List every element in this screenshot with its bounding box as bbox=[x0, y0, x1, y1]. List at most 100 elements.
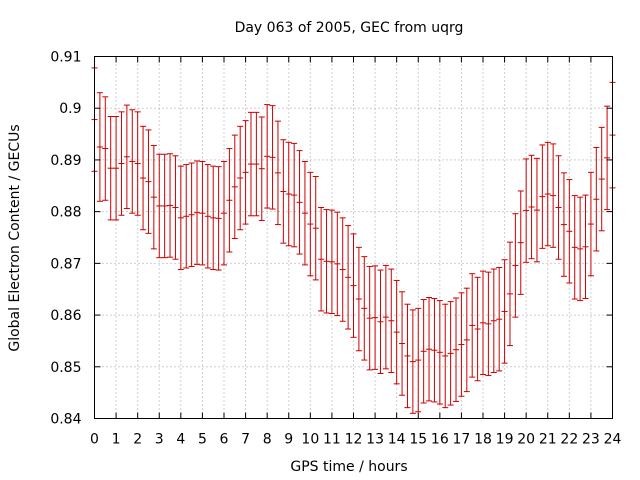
data-point bbox=[506, 241, 513, 347]
data-point bbox=[463, 287, 470, 393]
data-point bbox=[280, 139, 287, 244]
data-point bbox=[96, 92, 103, 202]
y-tick-label: 0.85 bbox=[50, 360, 81, 376]
data-point bbox=[550, 143, 557, 248]
data-point bbox=[593, 147, 600, 252]
y-tick-label: 0.84 bbox=[50, 412, 81, 428]
y-tick-label: 0.86 bbox=[50, 308, 81, 324]
x-tick-label: 9 bbox=[284, 432, 293, 448]
y-tick-label: 0.88 bbox=[50, 205, 81, 221]
x-tick-label: 3 bbox=[155, 432, 164, 448]
data-point bbox=[501, 259, 508, 364]
data-point bbox=[140, 125, 147, 231]
x-tick-label: 16 bbox=[431, 432, 449, 448]
data-point bbox=[210, 165, 217, 271]
data-point bbox=[323, 209, 330, 314]
x-tick-label: 2 bbox=[133, 432, 142, 448]
data-point bbox=[269, 105, 276, 210]
data-point bbox=[291, 142, 298, 248]
data-point bbox=[523, 158, 530, 263]
data-point bbox=[382, 264, 389, 370]
data-point bbox=[150, 144, 157, 250]
data-point bbox=[453, 297, 460, 402]
data-point bbox=[188, 162, 195, 267]
data-point bbox=[134, 111, 141, 216]
data-point bbox=[415, 307, 422, 413]
data-point bbox=[431, 298, 438, 403]
x-tick-label: 5 bbox=[198, 432, 207, 448]
data-point bbox=[199, 160, 206, 266]
x-tick-label: 22 bbox=[560, 432, 578, 448]
y-axis-label: Global Electron Content / GECUs bbox=[7, 124, 23, 351]
y-tick-label: 0.87 bbox=[50, 256, 81, 272]
x-tick-label: 11 bbox=[323, 432, 341, 448]
data-point bbox=[485, 271, 492, 377]
data-point bbox=[161, 153, 168, 259]
data-point bbox=[474, 276, 481, 382]
data-point bbox=[194, 160, 201, 265]
data-point bbox=[404, 303, 411, 409]
x-tick-label: 23 bbox=[582, 432, 600, 448]
data-point bbox=[582, 194, 589, 300]
y-tick-label: 0.9 bbox=[59, 101, 81, 117]
data-point bbox=[372, 265, 379, 370]
data-point bbox=[328, 209, 335, 315]
data-point bbox=[447, 301, 454, 406]
data-point bbox=[312, 175, 319, 281]
data-point bbox=[604, 105, 611, 211]
data-point bbox=[215, 166, 222, 271]
data-point bbox=[566, 179, 573, 284]
x-tick-label: 20 bbox=[517, 432, 535, 448]
data-point bbox=[107, 115, 114, 221]
data-point bbox=[420, 299, 427, 404]
data-point bbox=[350, 233, 357, 338]
x-tick-label: 13 bbox=[366, 432, 384, 448]
data-point bbox=[167, 153, 174, 258]
data-point bbox=[442, 303, 449, 409]
data-point bbox=[355, 246, 362, 352]
data-point bbox=[496, 266, 503, 372]
x-tick-label: 21 bbox=[539, 432, 557, 448]
x-tick-label: 0 bbox=[90, 432, 99, 448]
data-point bbox=[571, 195, 578, 300]
x-tick-label: 1 bbox=[112, 432, 121, 448]
data-point bbox=[183, 164, 190, 269]
data-point bbox=[156, 153, 163, 259]
data-point bbox=[113, 115, 120, 221]
data-point bbox=[102, 96, 109, 201]
data-point bbox=[587, 171, 594, 277]
data-point bbox=[426, 296, 433, 402]
data-point bbox=[307, 171, 314, 277]
data-point bbox=[177, 165, 184, 271]
y-tick-label: 0.91 bbox=[50, 50, 81, 66]
data-point bbox=[247, 111, 254, 217]
chart-title: Day 063 of 2005, GEC from uqrg bbox=[235, 20, 464, 36]
data-point bbox=[204, 164, 211, 269]
data-point bbox=[539, 144, 546, 249]
data-point bbox=[512, 213, 519, 318]
data-point bbox=[253, 111, 260, 217]
data-point bbox=[264, 104, 271, 209]
x-tick-label: 14 bbox=[388, 432, 406, 448]
data-point bbox=[301, 160, 308, 266]
data-point bbox=[458, 292, 465, 397]
data-point bbox=[123, 104, 130, 210]
x-tick-label: 24 bbox=[604, 432, 622, 448]
x-tick-label: 12 bbox=[345, 432, 363, 448]
data-point bbox=[555, 155, 562, 260]
data-point bbox=[296, 150, 303, 255]
data-point bbox=[598, 126, 605, 232]
data-point bbox=[339, 217, 346, 322]
x-tick-label: 10 bbox=[301, 432, 319, 448]
data-point bbox=[145, 129, 152, 234]
data-point bbox=[221, 160, 227, 266]
data-point bbox=[226, 148, 233, 253]
x-axis-label: GPS time / hours bbox=[290, 459, 407, 475]
data-point bbox=[377, 269, 384, 375]
data-point bbox=[480, 270, 486, 376]
x-tick-label: 18 bbox=[474, 432, 492, 448]
data-point bbox=[544, 141, 551, 247]
data-point bbox=[399, 291, 406, 396]
x-tick-label: 15 bbox=[409, 432, 427, 448]
data-point bbox=[517, 190, 524, 295]
